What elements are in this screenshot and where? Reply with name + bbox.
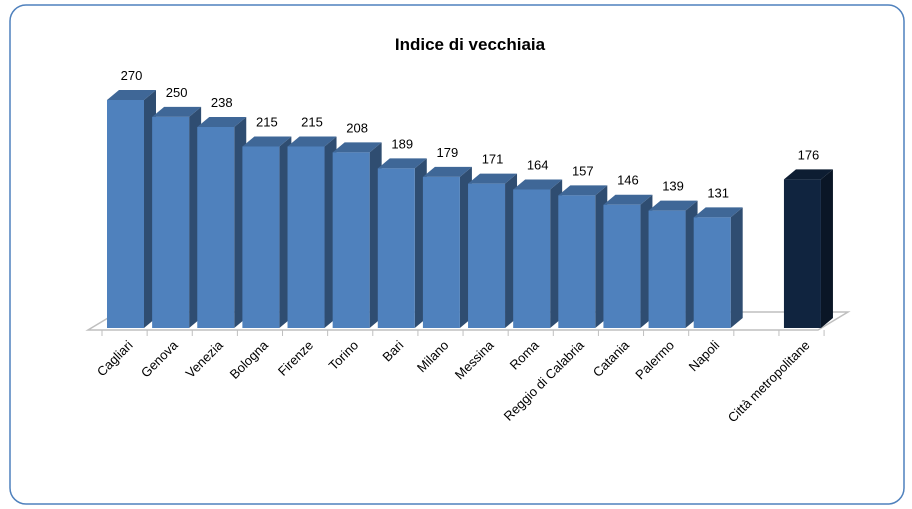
bar [468,173,518,328]
bar-face [820,169,833,328]
data-label: 215 [301,114,323,129]
bar-face [648,210,686,328]
bar-face [332,142,382,153]
bar-face [783,169,833,180]
data-label: 208 [346,120,368,135]
data-label: 179 [437,145,459,160]
bar-face [242,136,292,147]
bar [287,136,337,328]
data-label: 270 [121,68,143,83]
data-label: 176 [798,147,820,162]
bar [107,90,156,328]
bar-face [558,185,608,196]
bar [377,158,427,328]
bar-face [603,194,653,205]
data-label: 146 [617,173,639,188]
bar-face [287,136,337,147]
bar-face [377,158,427,169]
bar [242,136,292,328]
data-label: 250 [166,85,188,100]
bar [648,200,698,328]
bar-face [468,173,518,184]
data-label: 189 [391,136,413,151]
bar-face [693,217,731,328]
bar [152,106,202,328]
data-label: 157 [572,163,594,178]
bar-face [730,207,743,328]
bar-face [287,146,325,328]
bar-face [603,204,641,328]
data-label: 164 [527,158,549,173]
bar-face [332,152,370,328]
bar-face [693,207,743,218]
bar-face [242,146,280,328]
bar-face [558,195,596,328]
bar-face [422,166,472,177]
bar [558,185,608,328]
bar-face [422,176,460,328]
data-label: 139 [662,179,684,194]
bar-face [152,106,202,117]
bar-face [513,189,551,328]
bar-face [648,200,698,211]
bar [603,194,653,328]
bar [693,207,743,328]
bar-face [152,116,190,328]
bar-face [377,168,415,328]
bar [513,179,563,328]
chart-title: Indice di vecchiaia [395,35,546,54]
bar-face [468,183,506,328]
bar-face [783,179,821,328]
bar-face [107,100,144,328]
data-label: 215 [256,114,278,129]
bar [783,169,833,328]
bar-face [107,90,156,100]
data-label: 171 [482,152,504,167]
bar [197,117,247,329]
data-label: 238 [211,95,233,110]
bar-face [197,117,247,128]
bar-face [197,127,235,329]
bar-face [513,179,563,190]
bar [422,166,472,328]
data-label: 131 [707,185,729,200]
bar [332,142,382,328]
